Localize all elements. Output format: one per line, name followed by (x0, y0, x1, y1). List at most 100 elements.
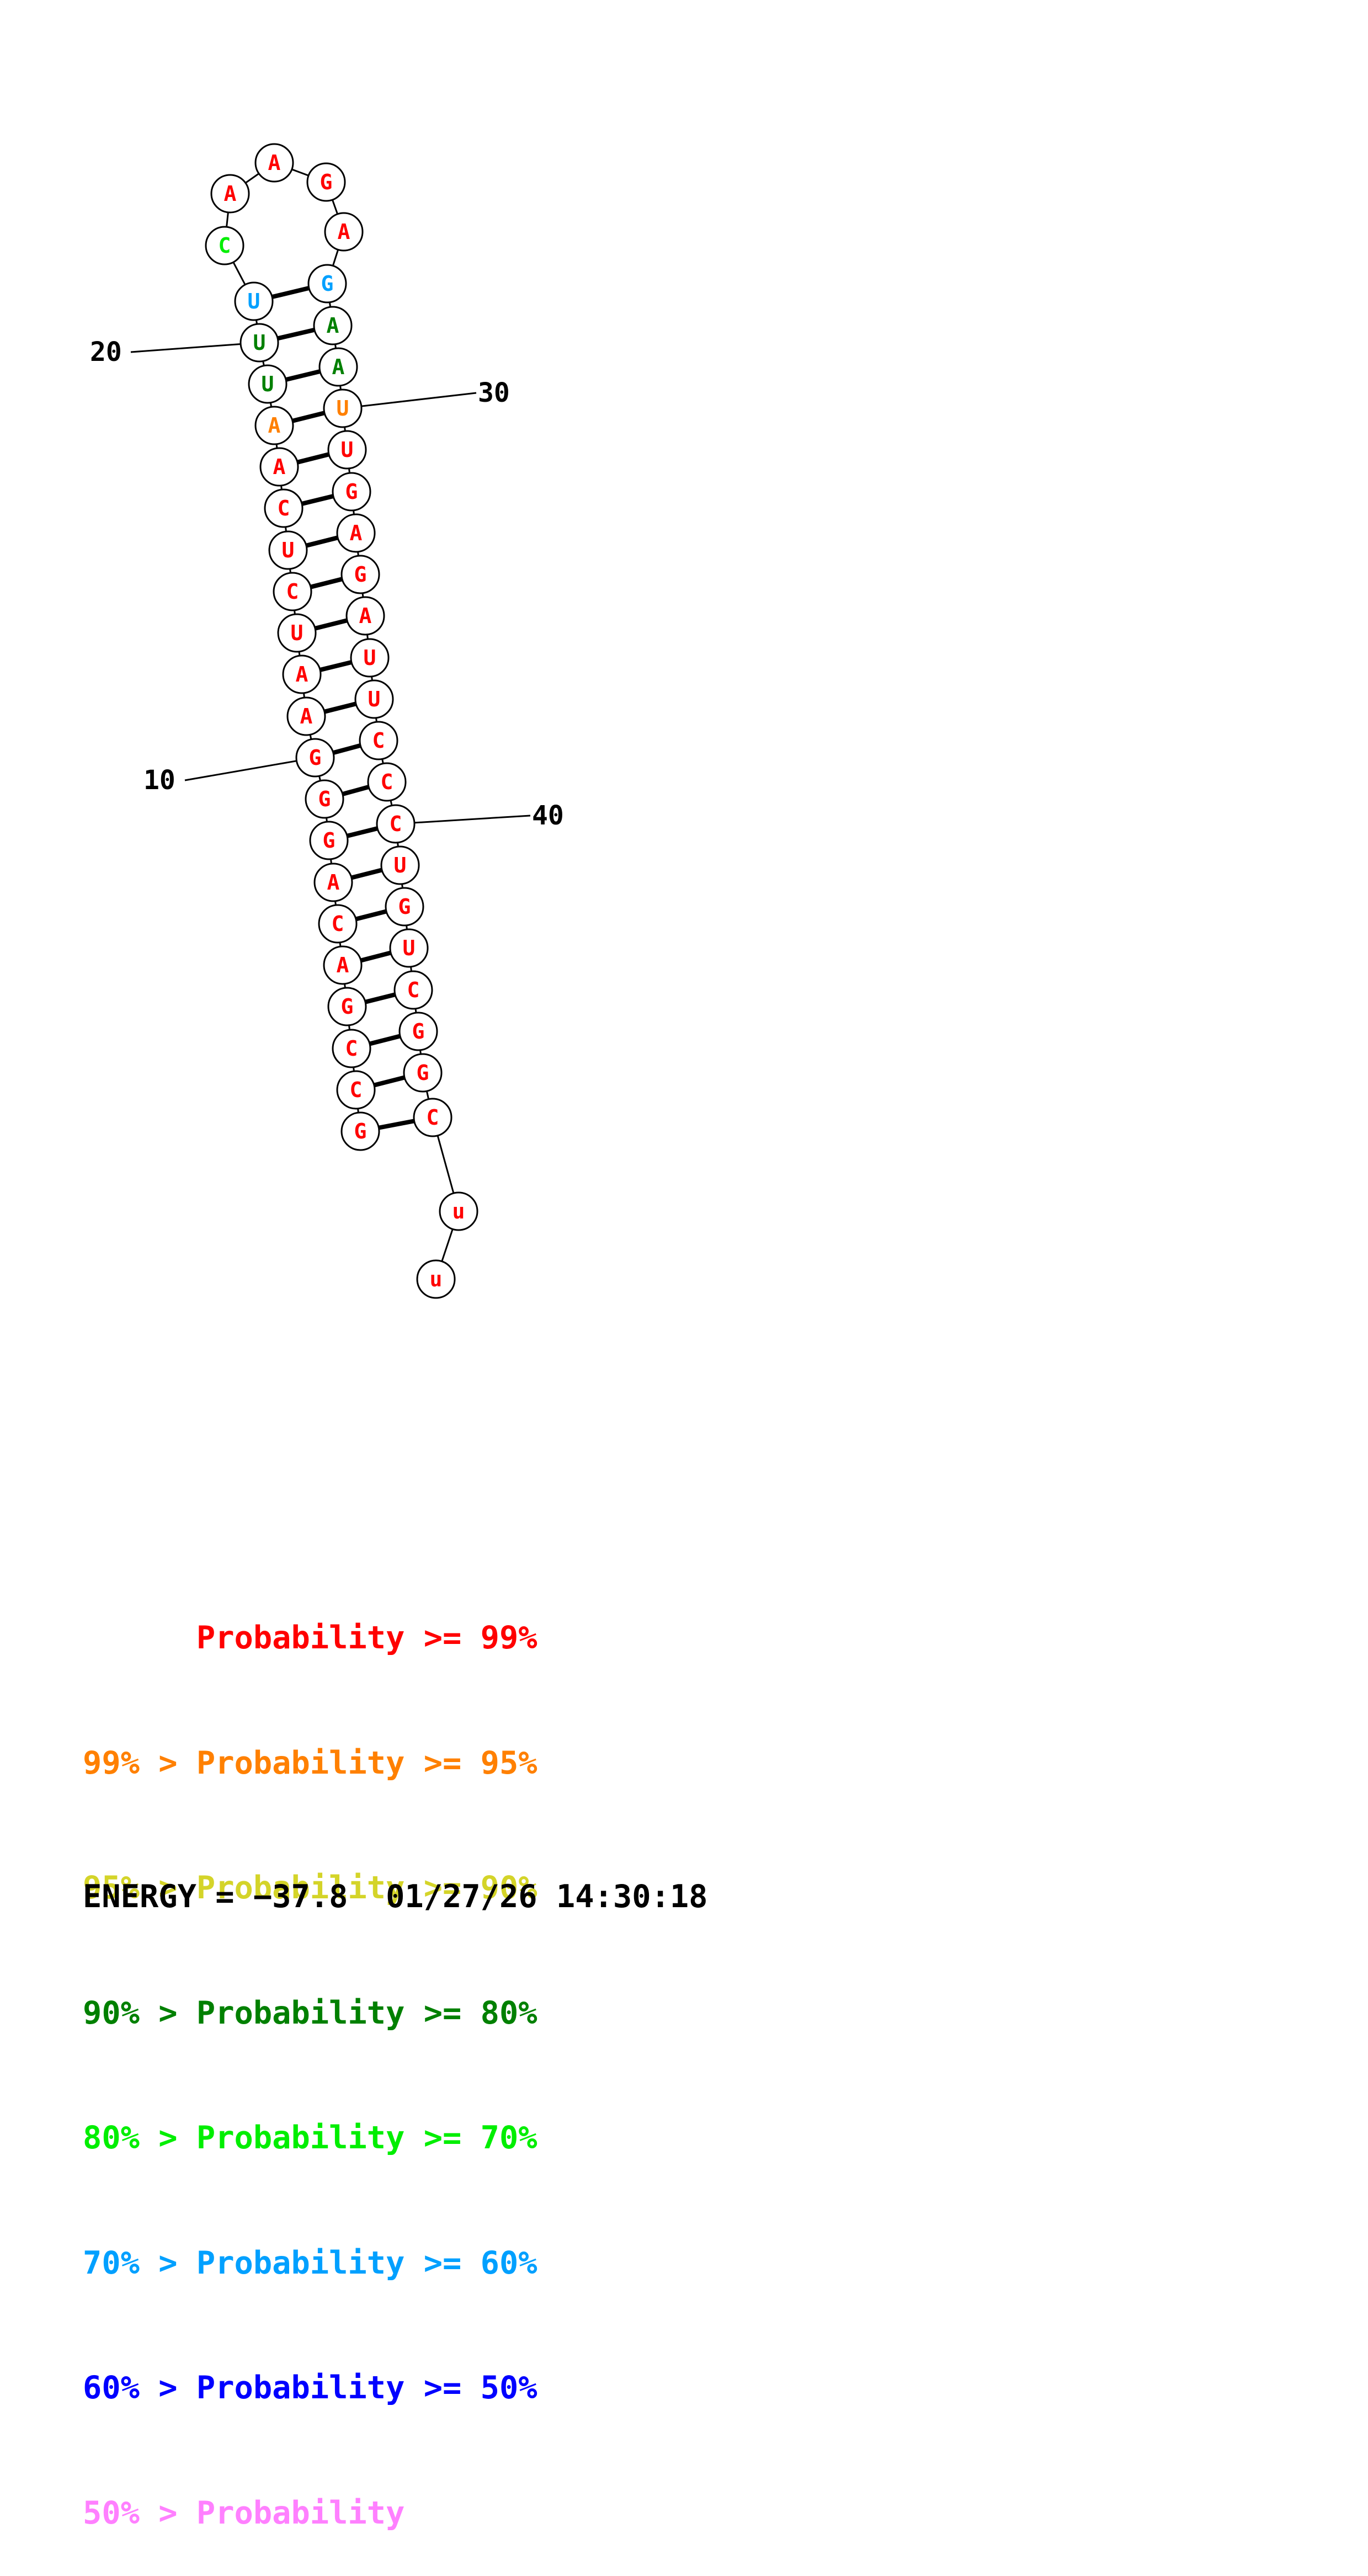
nucleotide-letter: u (430, 1267, 443, 1291)
nucleotide-letter: U (282, 538, 295, 562)
nucleotide-letter: C (219, 233, 231, 258)
nucleotide-letter: G (345, 480, 358, 504)
nucleotide-letter: C (286, 579, 299, 604)
nucleotide-circle (332, 1029, 371, 1068)
nucleotide-17: A (259, 447, 299, 487)
nucleotide-letter: C (381, 770, 393, 794)
nucleotide-circle (254, 143, 294, 183)
base-pair-bond (301, 494, 334, 506)
nucleotide-letter: U (248, 289, 260, 313)
nucleotide-letter: U (341, 438, 354, 462)
nucleotide-circle (248, 364, 288, 404)
base-pair-bond (347, 826, 378, 838)
nucleotide-letter: G (417, 1061, 429, 1085)
nucleotide-letter: A (268, 413, 281, 438)
nucleotide-circle (398, 1012, 438, 1051)
nucleotide-circle (332, 472, 371, 512)
nucleotide-6: C (318, 904, 358, 944)
nucleotide-3: C (332, 1029, 371, 1068)
nucleotide-letter: U (262, 372, 274, 396)
nucleotide-circle (359, 721, 398, 760)
nucleotide-25: G (306, 162, 346, 202)
nucleotide-circle (389, 928, 429, 968)
nucleotide-42: G (385, 887, 424, 927)
nucleotide-40: C (376, 804, 416, 844)
nucleotide-letter: G (320, 170, 333, 194)
position-label-30: 30 (478, 377, 510, 408)
probability-legend: Probability >= 99% 99% > Probability >= … (83, 1534, 537, 2576)
position-label-20: 20 (90, 337, 122, 368)
legend-entry-ge-99: Probability >= 99% (83, 1620, 537, 1656)
nucleotide-circle (354, 679, 394, 719)
nucleotide-circle (340, 555, 380, 594)
nucleotide-letter: A (268, 151, 281, 175)
base-pair-bond (315, 618, 348, 631)
nucleotide-43: U (389, 928, 429, 968)
nucleotide-32: G (332, 472, 371, 512)
legend-entry-lt-50: 50% > Probability (83, 2494, 405, 2531)
nucleotide-circle (305, 779, 344, 819)
nucleotide-9: G (305, 779, 344, 819)
nucleotide-circle (264, 488, 304, 528)
nucleotide-circle (286, 696, 326, 736)
nucleotide-circle (277, 613, 317, 653)
nucleotide-18: A (254, 406, 294, 445)
nucleotide-circle (367, 762, 407, 802)
nucleotide-circle (413, 1098, 453, 1137)
base-pair-bond (369, 1034, 401, 1046)
nucleotide-letter: A (337, 953, 349, 977)
nucleotide-letter: G (323, 828, 336, 853)
nucleotide-41: U (380, 845, 420, 885)
nucleotide-letter: A (327, 313, 339, 338)
base-pair-bond (310, 577, 343, 589)
nucleotide-letter: A (359, 604, 372, 628)
nucleotide-letter: C (345, 1036, 358, 1061)
nucleotide-23: A (210, 174, 250, 214)
base-pair-bond (332, 743, 361, 755)
position-label-10: 10 (143, 765, 175, 796)
base-pair-bond (277, 327, 315, 341)
nucleotide-letter: G (309, 746, 322, 770)
nucleotide-letter: C (372, 728, 385, 753)
base-pair-bond (355, 909, 387, 922)
position-label-40: 40 (532, 800, 564, 831)
base-pair-bond (373, 1075, 406, 1088)
nucleotide-letter: A (338, 220, 350, 244)
nucleotide-circle (327, 987, 367, 1026)
nucleotide-7: A (313, 863, 353, 902)
nucleotide-circle (393, 970, 433, 1010)
nucleotide-33: A (336, 513, 376, 553)
nucleotide-14: C (273, 572, 312, 611)
nucleotide-13: U (277, 613, 317, 653)
nucleotide-49: u (416, 1259, 456, 1299)
nucleotide-19: U (248, 364, 288, 404)
legend-entry-50-60: 60% > Probability >= 50% (83, 2370, 537, 2406)
legend-entry-90-95: 95% > Probability >= 90% (83, 1870, 537, 1906)
nucleotide-circle (323, 945, 363, 985)
nucleotide-letter: U (291, 621, 304, 645)
base-pair-bond (360, 950, 392, 963)
base-pair-bond (350, 867, 383, 880)
nucleotide-1: G (340, 1111, 380, 1151)
nucleotide-12: A (282, 654, 322, 694)
nucleotide-circle (234, 281, 274, 321)
base-pair-bond (292, 411, 325, 423)
nucleotide-letter: A (224, 182, 237, 206)
nucleotide-letter: U (337, 396, 349, 421)
nucleotide-circle (416, 1259, 456, 1299)
legend-entry-60-70: 70% > Probability >= 60% (83, 2244, 537, 2281)
nucleotide-letter: G (341, 994, 354, 1019)
nucleotide-letter: U (403, 936, 416, 960)
nucleotide-34: G (340, 555, 380, 594)
nucleotide-letter: U (394, 853, 407, 877)
nucleotide-21: U (234, 281, 274, 321)
nucleotide-circle (376, 804, 416, 844)
nucleotide-circle (380, 845, 420, 885)
nucleotide-5: A (323, 945, 363, 985)
nucleotide-circle (295, 738, 335, 778)
nucleotide-29: A (318, 347, 358, 387)
nucleotide-38: C (359, 721, 398, 760)
nucleotide-circle (318, 347, 358, 387)
nucleotide-2: C (336, 1070, 376, 1110)
